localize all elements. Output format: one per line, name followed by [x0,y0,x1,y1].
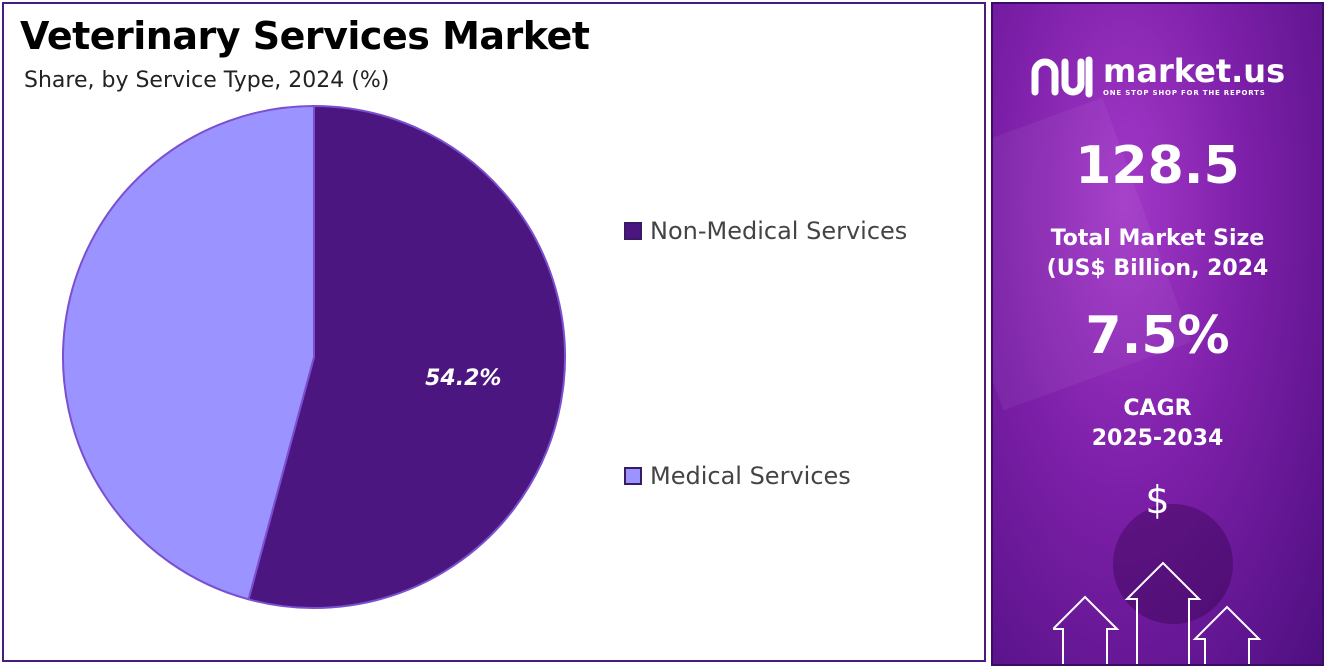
market-size-label-line1: Total Market Size [1050,226,1265,251]
cagr-label-line2: 2025-2034 [1091,426,1224,451]
pie-slice-medical [61,104,315,601]
market-size-label-line2: (US$ Billion, 2024 [1046,256,1269,281]
brand-name: market.us [1103,52,1286,90]
legend-item-non-medical: Non-Medical Services [624,217,964,245]
summary-panel: market.us ONE STOP SHOP FOR THE REPORTS … [991,2,1324,666]
coffee-cup-decoration [1113,504,1233,624]
market-us-logo-icon [1031,56,1093,98]
dollar-icon: $ [1145,478,1170,522]
legend-swatch-non-medical [624,222,642,240]
chart-panel: Veterinary Services Market Share, by Ser… [2,2,986,662]
cagr-value: 7.5% [1085,306,1230,366]
cagr-label-line1: CAGR [1123,396,1192,421]
legend-label-non-medical: Non-Medical Services [650,217,908,245]
legend-swatch-medical [624,467,642,485]
pie-slice-non-medical [247,104,566,609]
legend-label-medical: Medical Services [650,462,851,490]
data-label-pie-slice-non-medical: 54.2% [425,366,501,391]
market-size-value: 128.5 [1075,136,1240,196]
pie-chart: 54.2% [61,104,566,609]
legend-item-medical: Medical Services [624,462,964,490]
brand-tagline: ONE STOP SHOP FOR THE REPORTS [1103,89,1266,97]
growth-arrows-icon [1053,561,1262,664]
brand-logo: market.us ONE STOP SHOP FOR THE REPORTS [1029,52,1285,100]
chart-subtitle: Share, by Service Type, 2024 (%) [24,68,390,93]
chart-title: Veterinary Services Market [20,14,590,58]
